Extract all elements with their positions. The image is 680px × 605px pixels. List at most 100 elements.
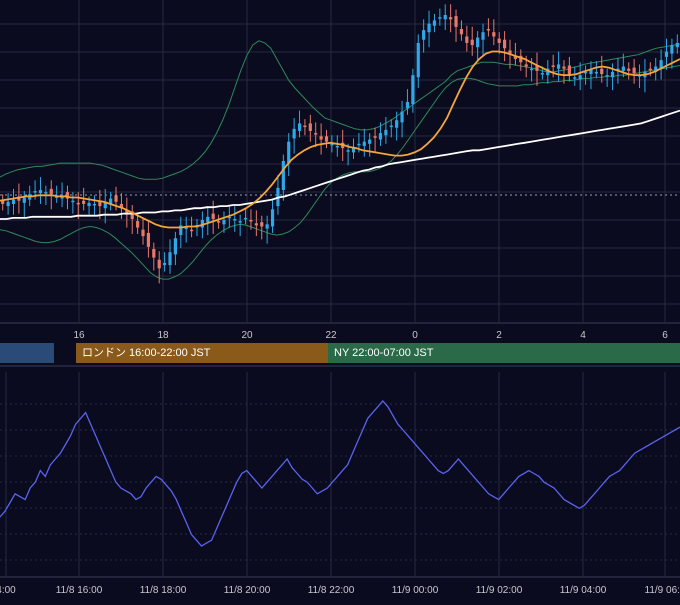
candle-body xyxy=(82,200,86,204)
candle-body xyxy=(659,60,663,69)
candle-body xyxy=(594,71,598,74)
session-label-london: ロンドン 16:00-22:00 JST xyxy=(82,347,211,359)
candle-body xyxy=(416,42,420,78)
candle-body xyxy=(654,66,658,72)
candle-body xyxy=(449,17,453,20)
session-bar-tokyo xyxy=(0,343,54,363)
candle-body xyxy=(103,201,107,209)
candle-body xyxy=(508,50,512,54)
candle-body xyxy=(292,128,296,139)
candle-body xyxy=(664,51,669,57)
candle-body xyxy=(265,224,269,229)
candle-body xyxy=(184,227,188,230)
candle-body xyxy=(324,136,329,142)
candle-body xyxy=(551,65,555,67)
moving-average-lines xyxy=(0,50,680,229)
candle-body xyxy=(163,262,167,266)
candle-body xyxy=(222,220,226,225)
candle-body xyxy=(573,77,577,79)
candle-body xyxy=(65,192,70,199)
candle-body xyxy=(486,28,491,31)
candle-body xyxy=(114,195,118,202)
candle-body xyxy=(422,30,426,40)
bollinger-lower-line xyxy=(0,65,680,280)
candle-body xyxy=(632,67,636,73)
candle-body xyxy=(287,141,291,164)
candle-body xyxy=(173,238,177,255)
candle-body xyxy=(6,201,10,207)
candle-body xyxy=(513,55,517,60)
candle-body xyxy=(438,17,442,19)
candle-body xyxy=(109,198,113,204)
candle-body xyxy=(38,189,43,194)
session-bar-london: ロンドン 16:00-22:00 JST xyxy=(76,343,328,363)
candle-body xyxy=(146,232,151,247)
bottom-x-tick-label: 11/8 22:00 xyxy=(308,585,355,596)
bollinger-bands xyxy=(0,40,680,280)
candle-body xyxy=(384,129,388,136)
candle-body xyxy=(567,65,571,76)
candle-body xyxy=(206,216,210,223)
candle-body xyxy=(627,68,631,71)
top-x-tick-label: 16 xyxy=(73,330,85,341)
candle-body xyxy=(670,45,674,54)
candle-body xyxy=(368,139,372,144)
candle-body xyxy=(459,28,464,35)
candle-body xyxy=(157,259,161,269)
candle-body xyxy=(249,220,253,222)
candle-body xyxy=(76,202,80,205)
candle-body xyxy=(136,221,140,228)
candle-body xyxy=(270,209,275,227)
candle-body xyxy=(454,16,458,27)
candle-body xyxy=(357,143,361,146)
top-x-tick-label: 6 xyxy=(662,330,668,341)
candle-body xyxy=(141,229,145,237)
candle-body xyxy=(44,192,48,194)
candle-body xyxy=(562,66,566,69)
candle-body xyxy=(17,196,21,201)
session-bar-ny: NY 22:00-07:00 JST xyxy=(328,343,680,363)
candle-body xyxy=(335,145,339,148)
candle-body xyxy=(503,39,507,49)
candle-body xyxy=(346,150,350,152)
candle-body xyxy=(303,125,307,128)
candle-body xyxy=(243,217,248,220)
bottom-x-tick-label: 11/9 00:00 xyxy=(392,585,439,596)
candle-body xyxy=(211,213,215,219)
bottom-x-tick-label: 4:00 xyxy=(0,585,16,596)
candle-body xyxy=(362,141,366,146)
candle-body xyxy=(260,222,264,227)
candle-body xyxy=(443,15,447,20)
oscillator-path xyxy=(0,400,680,547)
bottom-x-tick-label: 11/8 20:00 xyxy=(224,585,271,596)
candle-body xyxy=(130,211,134,219)
candle-body xyxy=(314,133,318,135)
candle-body xyxy=(605,75,609,77)
candle-body xyxy=(125,210,129,215)
candle-body xyxy=(200,220,204,228)
candle-body xyxy=(319,136,323,140)
candle-body xyxy=(92,203,97,206)
candle-body xyxy=(540,72,544,75)
candle-body xyxy=(373,136,377,138)
candle-body xyxy=(330,143,334,146)
candle-body xyxy=(189,229,194,232)
candle-body xyxy=(297,123,302,131)
candle-body xyxy=(400,111,404,123)
candle-body xyxy=(529,68,534,71)
candle-body xyxy=(578,75,582,80)
bottom-x-axis: 4:00 11/8 16:00 11/8 18:00 11/8 20:00 11/8 2… xyxy=(0,585,680,596)
candle-body xyxy=(648,68,652,71)
candle-body xyxy=(168,252,172,266)
bottom-gridlines xyxy=(0,365,680,578)
bottom-x-tick-label: 11/9 06:0 xyxy=(645,585,680,596)
candle-body xyxy=(610,71,615,78)
candle-body xyxy=(351,147,356,153)
candle-body xyxy=(476,37,480,48)
candle-body xyxy=(238,221,242,223)
top-gridlines xyxy=(0,0,680,324)
candle-body xyxy=(465,36,469,43)
top-x-tick-label: 4 xyxy=(580,330,586,341)
candle-body xyxy=(600,68,604,75)
